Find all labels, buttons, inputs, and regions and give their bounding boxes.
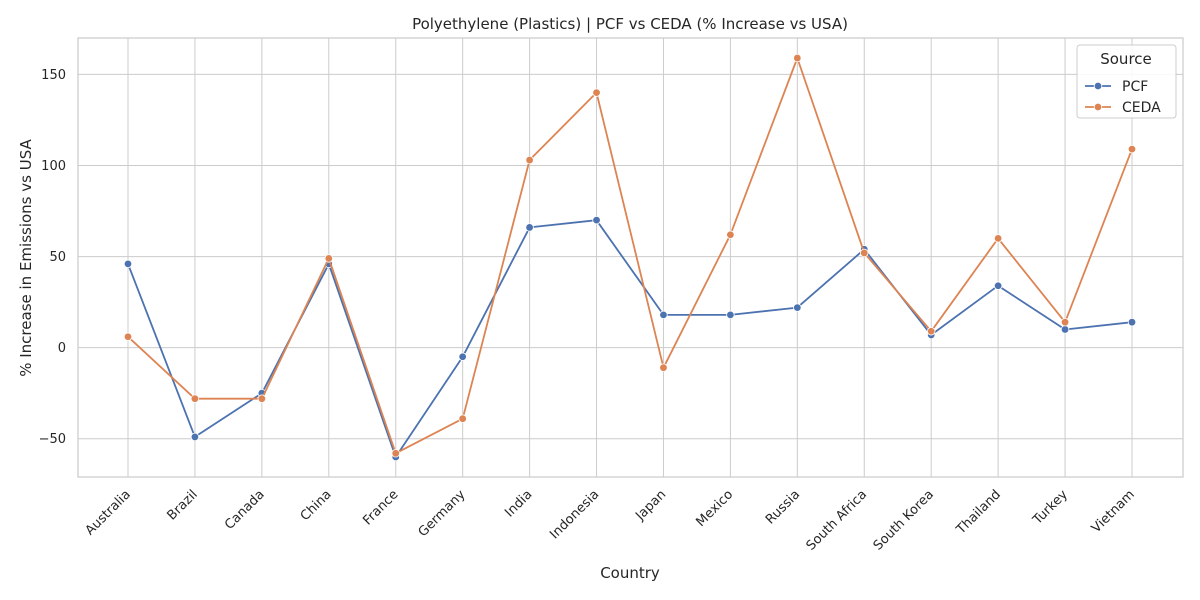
legend-box bbox=[1076, 44, 1177, 119]
data-point bbox=[993, 234, 1003, 243]
data-point bbox=[257, 394, 267, 403]
data-point bbox=[659, 310, 668, 320]
data-point bbox=[525, 155, 534, 165]
legend-items: PCF CEDA bbox=[1085, 79, 1161, 116]
data-point bbox=[1060, 325, 1070, 334]
data-point bbox=[324, 254, 333, 263]
data-point bbox=[726, 230, 735, 239]
legend-marker bbox=[1093, 81, 1103, 91]
series-line-ceda bbox=[127, 57, 1133, 455]
data-point bbox=[1127, 317, 1137, 327]
y-tick-label: 50 bbox=[49, 250, 66, 265]
data-point bbox=[726, 310, 735, 320]
legend-item-ceda: CEDA bbox=[1085, 100, 1161, 116]
x-axis-label: Country bbox=[600, 564, 660, 582]
data-point bbox=[525, 223, 534, 232]
legend-label: PCF bbox=[1122, 79, 1148, 95]
data-point bbox=[458, 414, 467, 423]
data-point bbox=[1060, 317, 1070, 327]
series-ceda bbox=[123, 53, 1137, 458]
data-point bbox=[592, 88, 601, 97]
data-point bbox=[659, 363, 668, 372]
legend: Source PCF CEDA bbox=[1076, 44, 1177, 119]
y-tick-label: 150 bbox=[41, 68, 66, 83]
legend-title: Source bbox=[1100, 50, 1152, 68]
plot-frame bbox=[77, 37, 1184, 478]
series-layer bbox=[123, 53, 1137, 462]
data-point bbox=[123, 332, 133, 341]
data-point bbox=[1127, 144, 1137, 154]
data-point bbox=[123, 259, 133, 269]
grid bbox=[78, 38, 1183, 477]
legend-item-pcf: PCF bbox=[1085, 79, 1148, 95]
data-point bbox=[793, 303, 802, 312]
legend-label: CEDA bbox=[1122, 100, 1161, 116]
data-point bbox=[458, 352, 467, 361]
legend-marker bbox=[1093, 102, 1103, 112]
data-point bbox=[190, 394, 200, 403]
y-tick-label: 100 bbox=[41, 159, 66, 174]
y-tick-label: −50 bbox=[39, 432, 66, 447]
data-point bbox=[926, 327, 936, 336]
y-axis-label: % Increase in Emissions vs USA bbox=[17, 139, 35, 377]
chart-title: Polyethylene (Plastics) | PCF vs CEDA (%… bbox=[412, 15, 848, 33]
data-point bbox=[190, 432, 200, 442]
data-point bbox=[860, 248, 869, 258]
y-tick-label: 0 bbox=[58, 341, 66, 356]
y-tick-labels: −50 0 50 100 150 bbox=[39, 68, 66, 447]
data-point bbox=[391, 449, 400, 458]
data-point bbox=[793, 53, 802, 63]
data-point bbox=[592, 215, 601, 225]
data-point bbox=[993, 281, 1003, 290]
